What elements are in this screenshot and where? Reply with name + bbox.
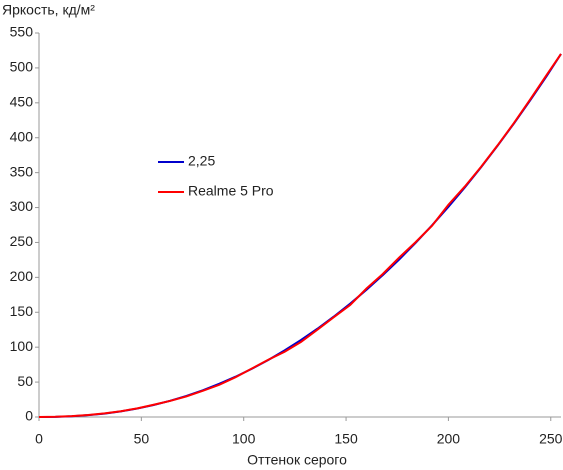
legend-label: 2,25 xyxy=(188,153,215,169)
y-tick-label: 0 xyxy=(25,408,33,424)
y-tick-label: 300 xyxy=(10,198,34,214)
x-tick-label: 100 xyxy=(232,431,256,447)
x-tick-label: 250 xyxy=(539,431,563,447)
y-axis-title: Яркость, кд/м² xyxy=(2,2,95,18)
y-tick-label: 200 xyxy=(10,268,34,284)
y-tick-label: 250 xyxy=(10,233,34,249)
x-axis-title: Оттенок серого xyxy=(247,452,347,468)
legend-label: Realme 5 Pro xyxy=(188,183,274,199)
y-tick-label: 100 xyxy=(10,338,34,354)
x-tick-label: 50 xyxy=(134,431,150,447)
y-tick-label: 500 xyxy=(10,59,34,75)
y-tick-label: 150 xyxy=(10,303,34,319)
y-tick-label: 450 xyxy=(10,94,34,110)
y-tick-label: 400 xyxy=(10,128,34,144)
y-tick-label: 50 xyxy=(17,373,33,389)
x-tick-label: 200 xyxy=(437,431,461,447)
x-tick-label: 150 xyxy=(334,431,358,447)
series-line xyxy=(38,53,562,418)
x-tick-label: 0 xyxy=(35,431,43,447)
y-tick-label: 350 xyxy=(10,163,34,179)
series-line xyxy=(38,53,562,418)
y-tick-label: 550 xyxy=(10,24,34,40)
